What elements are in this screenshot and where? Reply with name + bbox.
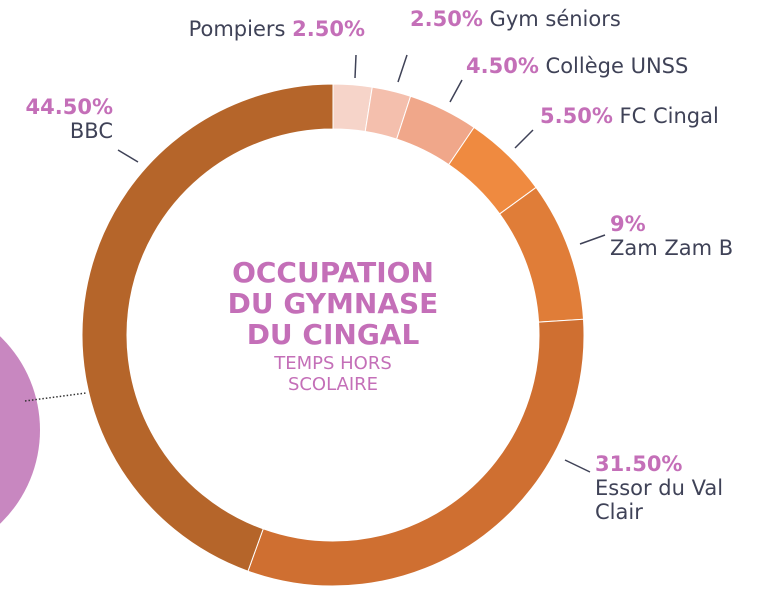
category-label: Pompiers bbox=[188, 17, 286, 41]
chart-subtitle: TEMPS HORS SCOLAIRE bbox=[274, 353, 392, 396]
donut-slice bbox=[498, 186, 585, 323]
leader-lines bbox=[117, 54, 606, 473]
value-label: 31.50% bbox=[595, 452, 683, 476]
data-label: Pompiers 2.50% bbox=[150, 17, 365, 41]
data-label: 4.50% Collège UNSS bbox=[466, 54, 756, 78]
decor-circle bbox=[0, 336, 40, 524]
value-label: 44.50% bbox=[25, 95, 113, 119]
center-text: OCCUPATION DU GYMNASE DU CINGAL TEMPS HO… bbox=[203, 256, 463, 396]
category-label: BBC bbox=[69, 119, 113, 144]
value-label: 2.50% bbox=[292, 17, 365, 41]
data-label: 2.50% Gym séniors bbox=[410, 7, 690, 31]
value-label: 2.50% bbox=[410, 7, 483, 31]
category-label: Essor du Val Clair bbox=[595, 476, 724, 525]
category-label: FC Cingal bbox=[619, 104, 719, 128]
value-label: 9% bbox=[610, 212, 646, 236]
data-label: 44.50% BBC bbox=[0, 95, 113, 143]
category-label: Zam Zam B bbox=[610, 236, 734, 261]
value-label: 5.50% bbox=[540, 104, 613, 128]
donut-slice bbox=[81, 83, 334, 572]
category-label: Gym séniors bbox=[489, 7, 621, 31]
category-label: Collège UNSS bbox=[545, 54, 689, 78]
chart-title: OCCUPATION DU GYMNASE DU CINGAL bbox=[227, 256, 439, 351]
data-label: 9% Zam Zam B bbox=[610, 212, 770, 260]
value-label: 4.50% bbox=[466, 54, 539, 78]
data-label: 31.50% Essor du Val Clair bbox=[595, 452, 745, 524]
data-label: 5.50% FC Cingal bbox=[540, 104, 770, 128]
